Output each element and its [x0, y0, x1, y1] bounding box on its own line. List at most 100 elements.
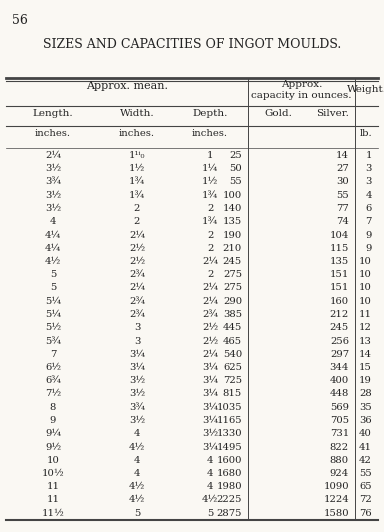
Text: 924: 924: [330, 469, 349, 478]
Text: 1¾: 1¾: [202, 217, 218, 226]
Text: 9¼: 9¼: [45, 429, 61, 438]
Text: 11½: 11½: [41, 509, 65, 518]
Text: 1½: 1½: [202, 178, 218, 187]
Text: 55: 55: [229, 178, 242, 187]
Text: 77: 77: [336, 204, 349, 213]
Text: 3¼: 3¼: [202, 376, 218, 385]
Text: Approx. mean.: Approx. mean.: [86, 81, 168, 91]
Text: 28: 28: [359, 389, 372, 398]
Text: 76: 76: [359, 509, 372, 518]
Text: 9: 9: [50, 416, 56, 425]
Text: 3: 3: [366, 164, 372, 173]
Text: 705: 705: [330, 416, 349, 425]
Text: 1: 1: [207, 151, 213, 160]
Text: 6¾: 6¾: [45, 376, 61, 385]
Text: 11: 11: [359, 310, 372, 319]
Text: 190: 190: [223, 230, 242, 239]
Text: 1½: 1½: [129, 164, 145, 173]
Text: 10: 10: [359, 284, 372, 293]
Text: 2½: 2½: [129, 244, 145, 253]
Text: 135: 135: [330, 257, 349, 266]
Text: 1035: 1035: [216, 403, 242, 412]
Text: 3¼: 3¼: [129, 350, 145, 359]
Text: 725: 725: [223, 376, 242, 385]
Text: 4½: 4½: [129, 482, 145, 491]
Text: 65: 65: [359, 482, 372, 491]
Text: 72: 72: [359, 495, 372, 504]
Text: 1680: 1680: [217, 469, 242, 478]
Text: 160: 160: [330, 297, 349, 306]
Text: 1224: 1224: [323, 495, 349, 504]
Text: 14: 14: [336, 151, 349, 160]
Text: 5: 5: [50, 270, 56, 279]
Text: 2: 2: [207, 244, 213, 253]
Text: 3: 3: [134, 337, 140, 345]
Text: inches.: inches.: [192, 129, 228, 138]
Text: 4¼: 4¼: [45, 230, 61, 239]
Text: 1090: 1090: [323, 482, 349, 491]
Text: 2: 2: [134, 204, 140, 213]
Text: 42: 42: [359, 456, 372, 465]
Text: 2¾: 2¾: [202, 310, 218, 319]
Text: 2: 2: [134, 217, 140, 226]
Text: inches.: inches.: [35, 129, 71, 138]
Text: 3½: 3½: [129, 416, 145, 425]
Text: 2875: 2875: [217, 509, 242, 518]
Text: 2¼: 2¼: [45, 151, 61, 160]
Text: 5¼: 5¼: [45, 297, 61, 306]
Text: 3½: 3½: [45, 204, 61, 213]
Text: 275: 275: [223, 270, 242, 279]
Text: 465: 465: [223, 337, 242, 345]
Text: 41: 41: [359, 443, 372, 452]
Text: 12: 12: [359, 323, 372, 332]
Text: 6: 6: [366, 204, 372, 213]
Text: 1¾: 1¾: [129, 191, 145, 200]
Text: 13: 13: [359, 337, 372, 345]
Text: 290: 290: [223, 297, 242, 306]
Text: 4: 4: [207, 456, 213, 465]
Text: 25: 25: [229, 151, 242, 160]
Text: 10: 10: [46, 456, 60, 465]
Text: 2¾: 2¾: [129, 270, 145, 279]
Text: 245: 245: [223, 257, 242, 266]
Text: 2: 2: [207, 270, 213, 279]
Text: 344: 344: [329, 363, 349, 372]
Text: 6½: 6½: [45, 363, 61, 372]
Text: 275: 275: [223, 284, 242, 293]
Text: lb.: lb.: [360, 129, 373, 138]
Text: 2¼: 2¼: [202, 284, 218, 293]
Text: 100: 100: [223, 191, 242, 200]
Text: Gold.: Gold.: [264, 109, 292, 118]
Text: 540: 540: [223, 350, 242, 359]
Text: 4½: 4½: [202, 495, 218, 504]
Text: 731: 731: [330, 429, 349, 438]
Text: 3½: 3½: [129, 376, 145, 385]
Text: 2¼: 2¼: [129, 230, 145, 239]
Text: 5¼: 5¼: [45, 310, 61, 319]
Text: 9: 9: [366, 230, 372, 239]
Text: 4½: 4½: [45, 257, 61, 266]
Text: 4: 4: [50, 217, 56, 226]
Text: 400: 400: [330, 376, 349, 385]
Text: 1165: 1165: [216, 416, 242, 425]
Text: 1330: 1330: [216, 429, 242, 438]
Text: 14: 14: [359, 350, 372, 359]
Text: 2¼: 2¼: [202, 257, 218, 266]
Text: 445: 445: [223, 323, 242, 332]
Text: 135: 135: [223, 217, 242, 226]
Text: 4: 4: [134, 429, 140, 438]
Text: 4½: 4½: [129, 495, 145, 504]
Text: 3¼: 3¼: [202, 389, 218, 398]
Text: 2: 2: [207, 230, 213, 239]
Text: 55: 55: [336, 191, 349, 200]
Text: 3½: 3½: [129, 389, 145, 398]
Text: 104: 104: [329, 230, 349, 239]
Text: Approx.
capacity in ounces.: Approx. capacity in ounces.: [251, 80, 352, 100]
Text: 9½: 9½: [45, 443, 61, 452]
Text: 19: 19: [359, 376, 372, 385]
Text: 822: 822: [330, 443, 349, 452]
Text: 4½: 4½: [129, 443, 145, 452]
Text: 3¾: 3¾: [45, 178, 61, 187]
Text: 151: 151: [329, 284, 349, 293]
Text: 10½: 10½: [42, 469, 64, 478]
